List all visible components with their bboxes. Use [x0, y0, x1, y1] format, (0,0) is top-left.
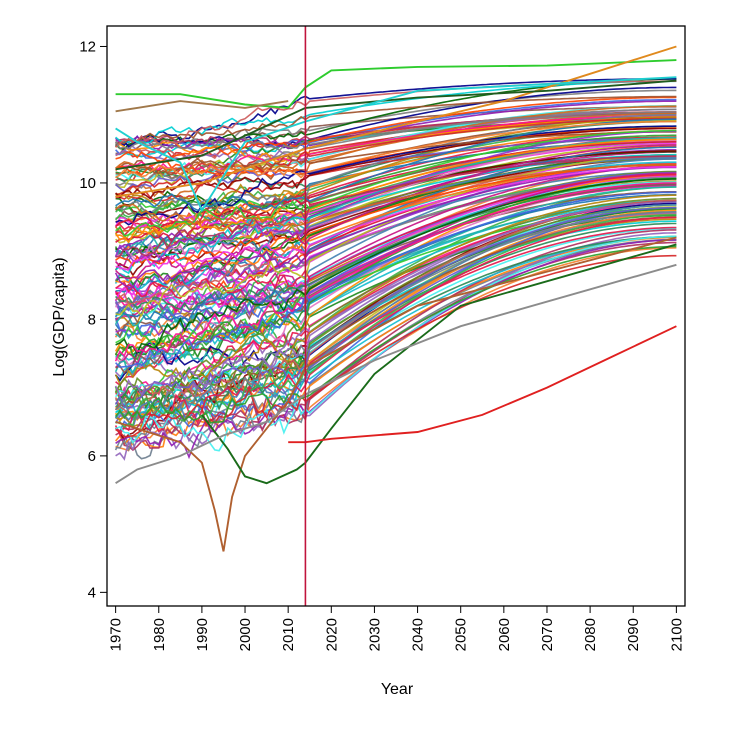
highlight-series-line	[201, 243, 677, 485]
country-line	[115, 166, 677, 271]
country-line	[114, 182, 677, 362]
y-tick-label: 6	[88, 448, 96, 465]
country-line	[115, 173, 677, 300]
country-line	[115, 155, 677, 258]
country-line	[115, 80, 677, 144]
x-tick-label: 2090	[625, 618, 642, 651]
country-line	[114, 78, 677, 148]
country-line	[114, 100, 677, 150]
country-line	[115, 116, 677, 208]
country-line	[114, 138, 677, 244]
x-tick-label: 2060	[496, 618, 513, 651]
country-line	[114, 193, 677, 321]
country-line	[115, 127, 677, 200]
country-line	[115, 129, 677, 237]
x-tick-label: 2030	[366, 618, 383, 651]
country-line	[114, 216, 677, 437]
country-line	[114, 203, 677, 421]
country-line	[115, 214, 677, 429]
highlight-series-line	[288, 325, 677, 444]
highlight-series-line	[115, 45, 677, 198]
y-axis-title: Log(GDP/capita)	[51, 257, 68, 376]
x-tick-label: 2000	[237, 618, 254, 651]
country-line	[114, 191, 677, 338]
country-line	[115, 197, 677, 402]
country-line	[115, 112, 677, 201]
x-tick-label: 2070	[539, 618, 556, 651]
country-line	[115, 191, 677, 369]
y-tick-label: 4	[88, 584, 96, 601]
country-line	[115, 164, 677, 227]
x-axis: 1970 1980 1990 2000 2010 2020 2030 2040 2050 2060…	[108, 606, 685, 651]
country-line	[115, 131, 677, 176]
country-line	[114, 173, 677, 354]
x-tick-label: 2040	[410, 618, 427, 651]
y-tick-label: 12	[79, 38, 96, 55]
country-line	[115, 178, 677, 355]
country-line	[115, 229, 677, 452]
y-axis: 4 6 8 10 12	[79, 38, 107, 601]
country-line	[114, 206, 677, 409]
highlight-series-line	[115, 79, 677, 171]
country-line	[115, 134, 677, 216]
plot-frame	[106, 25, 686, 607]
country-line	[114, 175, 677, 309]
country-line	[114, 194, 677, 386]
country-line	[114, 201, 677, 397]
highlight-series-line	[115, 100, 289, 113]
country-line	[115, 144, 677, 280]
highlight-series-line	[115, 236, 677, 552]
x-tick-label: 2080	[582, 618, 599, 651]
country-line	[115, 98, 677, 159]
country-lines	[114, 78, 677, 461]
x-tick-label: 2020	[323, 618, 340, 651]
country-line	[114, 111, 677, 152]
x-tick-label: 1990	[194, 618, 211, 651]
x-tick-label: 2050	[453, 618, 470, 651]
highlight-lines	[115, 45, 677, 552]
x-tick-label: 1980	[151, 618, 168, 651]
x-tick-label: 2010	[280, 618, 297, 651]
country-line	[115, 125, 677, 226]
y-tick-label: 10	[79, 175, 96, 192]
country-line	[115, 146, 677, 293]
country-line	[115, 158, 677, 316]
country-line	[114, 166, 677, 289]
country-line	[115, 120, 677, 179]
country-line	[114, 204, 677, 407]
y-tick-label: 8	[88, 311, 96, 328]
country-line	[115, 137, 677, 193]
x-tick-label: 1970	[108, 618, 125, 651]
highlight-series-line	[115, 263, 677, 485]
country-line	[115, 95, 677, 146]
highlight-series-line	[115, 76, 677, 213]
country-line	[114, 245, 677, 424]
country-line	[114, 163, 677, 293]
x-axis-title: Year	[381, 681, 414, 698]
x-tick-label: 2100	[668, 618, 685, 651]
